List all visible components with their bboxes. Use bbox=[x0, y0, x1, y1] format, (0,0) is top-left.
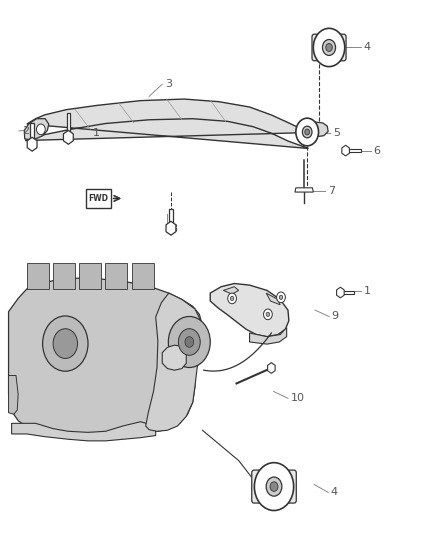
Bar bbox=[132, 263, 153, 289]
Text: 9: 9 bbox=[332, 311, 339, 321]
Polygon shape bbox=[27, 138, 37, 151]
Text: 5: 5 bbox=[333, 127, 340, 138]
Circle shape bbox=[254, 463, 293, 511]
Circle shape bbox=[326, 44, 332, 52]
Polygon shape bbox=[266, 293, 280, 305]
Bar bbox=[106, 263, 127, 289]
Text: 8: 8 bbox=[170, 224, 177, 235]
Text: 3: 3 bbox=[165, 79, 172, 89]
Polygon shape bbox=[162, 345, 186, 370]
Polygon shape bbox=[250, 328, 287, 344]
Circle shape bbox=[230, 296, 234, 301]
Circle shape bbox=[266, 312, 270, 317]
Circle shape bbox=[305, 129, 310, 135]
Polygon shape bbox=[30, 123, 34, 139]
Circle shape bbox=[313, 28, 345, 67]
Text: 2: 2 bbox=[21, 126, 29, 136]
Polygon shape bbox=[210, 284, 289, 337]
Circle shape bbox=[277, 292, 286, 303]
Circle shape bbox=[264, 309, 272, 320]
Bar bbox=[53, 263, 75, 289]
Circle shape bbox=[178, 329, 200, 356]
Text: 10: 10 bbox=[290, 393, 304, 403]
FancyBboxPatch shape bbox=[312, 34, 346, 61]
Text: 7: 7 bbox=[328, 186, 335, 196]
Polygon shape bbox=[268, 362, 275, 373]
Circle shape bbox=[270, 482, 278, 491]
Circle shape bbox=[185, 337, 194, 348]
Polygon shape bbox=[24, 119, 49, 140]
Polygon shape bbox=[336, 287, 344, 298]
Circle shape bbox=[168, 317, 210, 368]
Polygon shape bbox=[342, 146, 350, 156]
Circle shape bbox=[296, 118, 318, 146]
Circle shape bbox=[42, 316, 88, 371]
Polygon shape bbox=[9, 375, 18, 414]
Polygon shape bbox=[64, 131, 73, 144]
Polygon shape bbox=[297, 122, 328, 137]
Polygon shape bbox=[223, 287, 239, 294]
Circle shape bbox=[302, 126, 312, 138]
Circle shape bbox=[228, 293, 237, 304]
Text: 4: 4 bbox=[364, 43, 371, 52]
Text: 4: 4 bbox=[331, 488, 338, 497]
Circle shape bbox=[266, 477, 282, 496]
Text: 1: 1 bbox=[93, 127, 100, 138]
Polygon shape bbox=[340, 291, 354, 294]
Text: 6: 6 bbox=[374, 146, 381, 156]
Polygon shape bbox=[146, 293, 201, 431]
Bar bbox=[27, 263, 49, 289]
Polygon shape bbox=[346, 149, 361, 152]
FancyBboxPatch shape bbox=[252, 470, 296, 503]
Text: FWD: FWD bbox=[88, 194, 109, 203]
Circle shape bbox=[279, 295, 283, 300]
Polygon shape bbox=[9, 278, 201, 435]
FancyBboxPatch shape bbox=[86, 189, 111, 208]
Circle shape bbox=[322, 39, 336, 55]
Polygon shape bbox=[169, 209, 173, 223]
Circle shape bbox=[53, 329, 78, 359]
Polygon shape bbox=[295, 188, 313, 192]
Polygon shape bbox=[67, 114, 70, 132]
Polygon shape bbox=[12, 422, 155, 441]
Circle shape bbox=[36, 124, 45, 135]
Text: 1: 1 bbox=[364, 286, 371, 296]
Bar bbox=[79, 263, 101, 289]
Polygon shape bbox=[25, 99, 308, 149]
Polygon shape bbox=[166, 221, 176, 235]
